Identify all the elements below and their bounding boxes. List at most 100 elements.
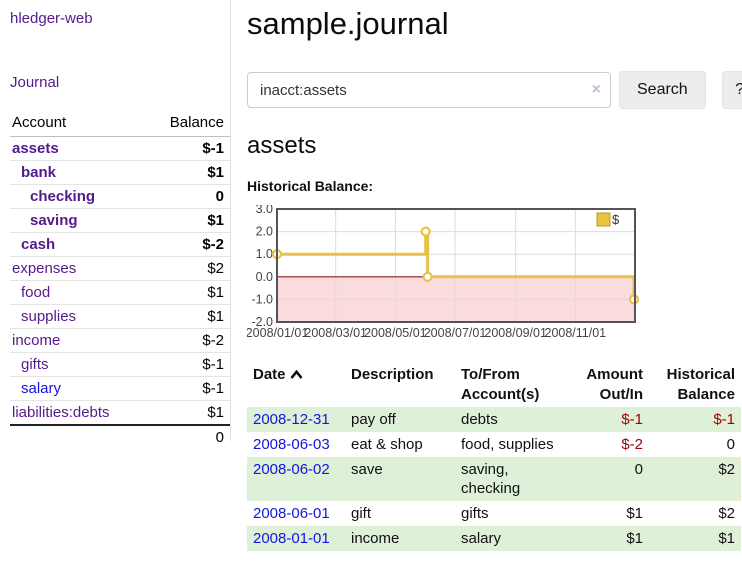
account-row: gifts $-1 [10,352,230,377]
x-tick-label: 2008/01/01 [247,326,308,340]
transaction-date-cell: 2008-06-02 [247,457,345,501]
accounts-total-value: 0 [146,424,230,449]
account-heading: assets [247,132,317,159]
transaction-row: 2008-06-01 gift gifts $1 $2 [247,501,741,526]
transaction-amount: $1 [626,505,643,522]
transaction-accounts: debts [461,411,498,428]
column-header-amount: Amount Out/In [586,366,643,403]
search-bar: × Search ? [247,71,742,109]
transaction-date-cell: 2008-01-01 [247,526,345,551]
accounts-header-row: Account Balance [10,112,230,137]
account-link[interactable]: salary [21,380,62,397]
column-header-description: Description [351,366,434,383]
sidebar-item-journal[interactable]: Journal [10,74,60,91]
account-balance: $-2 [146,328,230,353]
account-balance: $1 [146,280,230,305]
app-layout: hledger-web Journal Account Balance asse… [0,0,742,551]
transaction-amount: $1 [626,530,643,547]
page-title: sample.journal [247,6,449,41]
account-balance: $-1 [146,376,230,401]
account-balance: $-1 [146,352,230,377]
help-button[interactable]: ? [721,71,742,109]
transaction-balance: $-1 [713,411,735,428]
brand-link[interactable]: hledger-web [10,10,93,27]
account-link[interactable]: supplies [21,308,77,325]
transaction-description: income [351,530,400,547]
account-row: salary $-1 [10,376,230,401]
account-link[interactable]: food [21,284,51,301]
transaction-row: 2008-01-01 income salary $1 $1 [247,526,741,551]
legend-swatch-icon [596,212,611,227]
column-header-balance: Historical Balance [666,366,735,403]
sidebar: hledger-web Journal Account Balance asse… [0,0,231,449]
y-tick-label: -1.0 [251,292,273,306]
transaction-date-cell: 2008-12-31 [247,407,345,432]
transaction-date-cell: 2008-06-03 [247,432,345,457]
transaction-date-link[interactable]: 2008-06-02 [253,461,330,478]
account-row: assets $-1 [10,136,230,161]
account-row: bank $1 [10,160,230,185]
clear-search-icon[interactable]: × [591,81,601,98]
account-row: liabilities:debts $1 [10,400,230,426]
transactions-header-row: Date Description To/From Account(s) Amou… [247,363,741,407]
chart-title: Historical Balance: [247,178,374,194]
transaction-balance: $2 [718,505,735,522]
transaction-description: gift [351,505,372,522]
account-balance: $2 [146,256,230,281]
account-link[interactable]: expenses [12,260,77,277]
transactions-table: Date Description To/From Account(s) Amou… [247,363,741,551]
transaction-amount: 0 [634,461,643,478]
account-balance: $1 [146,400,230,426]
account-link[interactable]: cash [21,236,56,253]
search-button[interactable]: Search [619,71,706,109]
accounts-header-account: Account [10,112,147,137]
account-link[interactable]: income [12,332,61,349]
transaction-date-link[interactable]: 2008-12-31 [253,411,330,428]
account-link[interactable]: liabilities:debts [12,404,110,421]
account-row: cash $-2 [10,232,230,257]
column-header-date[interactable]: Date [247,363,345,407]
x-tick-label: 2008/07/01 [424,326,487,340]
search-input[interactable] [247,72,611,108]
account-link[interactable]: saving [30,212,78,229]
account-balance: 0 [146,184,230,209]
account-row: food $1 [10,280,230,305]
accounts-table: Account Balance assets $-1 bank $1 checking 0… [10,112,230,449]
historical-balance-chart[interactable]: 2008/01/012008/03/012008/05/012008/07/01… [247,205,641,343]
account-link[interactable]: checking [30,188,96,205]
transaction-accounts: gifts [461,505,489,522]
transaction-amount: $-1 [621,411,643,428]
account-link[interactable]: assets [12,140,59,157]
y-tick-label: 1.0 [256,247,273,261]
account-row: income $-2 [10,328,230,353]
transaction-balance: 0 [726,436,735,453]
transaction-row: 2008-12-31 pay off debts $-1 $-1 [247,407,741,432]
main-content: sample.journal × Search ? assets Histori… [231,0,742,551]
account-row: supplies $1 [10,304,230,329]
transaction-date-link[interactable]: 2008-06-03 [253,436,330,453]
transaction-accounts: salary [461,530,502,547]
transaction-date-link[interactable]: 2008-01-01 [253,530,330,547]
transaction-balance: $1 [718,530,735,547]
transaction-balance: $2 [718,461,735,478]
y-tick-label: 3.0 [256,205,273,216]
transaction-date-link[interactable]: 2008-06-01 [253,505,330,522]
account-link[interactable]: gifts [21,356,49,373]
transaction-row: 2008-06-03 eat & shop food, supplies $-2 0 [247,432,741,457]
account-row: saving $1 [10,208,230,233]
accounts-total-row: 0 [10,424,230,449]
account-balance: $1 [146,208,230,233]
account-row: expenses $2 [10,256,230,281]
x-tick-label: 2008/09/01 [484,326,547,340]
chevron-up-icon [290,365,303,385]
x-tick-label: 2008/11/01 [545,326,607,340]
account-link[interactable]: bank [21,164,57,181]
account-balance: $1 [146,160,230,185]
transaction-row: 2008-06-02 save saving, checking 0 $2 [247,457,741,501]
accounts-header-balance: Balance [146,112,230,137]
search-field-wrap: × [247,72,611,108]
transaction-amount: $-2 [621,436,643,453]
transaction-accounts: saving, checking [461,461,521,497]
account-balance: $-2 [146,232,230,257]
y-tick-label: 2.0 [256,225,273,239]
